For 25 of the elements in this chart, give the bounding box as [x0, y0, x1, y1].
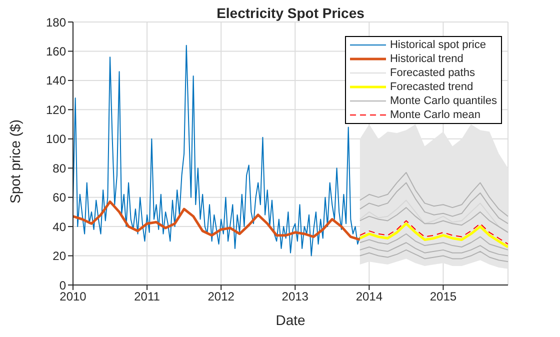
x-tick-label: 2010: [60, 290, 87, 304]
legend-label: Historical spot price: [390, 38, 486, 52]
y-tick-label: 100: [46, 132, 66, 146]
legend-label: Forecasted trend: [390, 80, 474, 94]
x-tick-label: 2011: [134, 290, 160, 304]
y-axis-title: Spot price ($): [6, 119, 23, 204]
y-tick-label: 80: [52, 161, 66, 176]
y-tick-label: 20: [52, 249, 66, 264]
x-tick-label: 2015: [430, 290, 457, 304]
y-tick-label: 40: [52, 220, 66, 234]
legend-label: Monte Carlo quantiles: [390, 94, 497, 108]
y-tick-label: 160: [46, 44, 66, 58]
y-tick-label: 0: [59, 278, 66, 292]
chart-title: Electricity Spot Prices: [216, 5, 366, 21]
y-tick-label: 120: [46, 102, 66, 117]
legend-label: Forecasted paths: [390, 66, 475, 80]
y-tick-label: 180: [46, 15, 66, 30]
y-tick-label: 60: [52, 190, 66, 205]
x-axis-title: Date: [276, 312, 306, 328]
y-tick-label: 140: [46, 74, 66, 88]
x-tick-label: 2012: [208, 290, 235, 304]
legend-label: Historical trend: [390, 52, 464, 66]
x-tick-label: 2013: [282, 290, 309, 304]
legend-label: Monte Carlo mean: [390, 108, 480, 122]
x-tick-label: 2014: [356, 290, 383, 304]
